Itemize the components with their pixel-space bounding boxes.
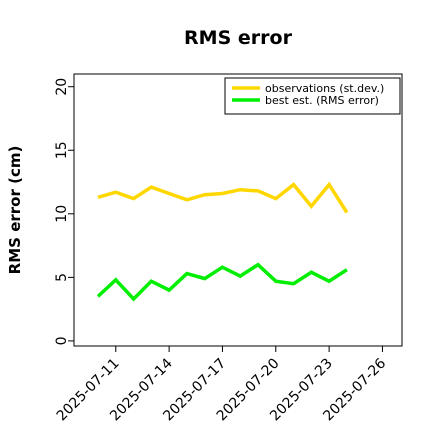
series-line-0 [97, 181, 349, 214]
plot-area [73, 73, 403, 347]
y-tick-label: 15 [54, 141, 70, 159]
y-tick-label: 20 [54, 78, 70, 96]
y-axis-label: RMS error (cm) [6, 146, 24, 275]
y-tick-label: 0 [54, 336, 70, 345]
series-line-1 [96, 262, 348, 302]
legend-label: best est. (RMS error) [265, 94, 379, 107]
y-axis: 0 5 10 15 20 [54, 78, 74, 345]
series-group [96, 181, 349, 302]
x-axis: 2025-07-112025-07-142025-07-172025-07-20… [54, 346, 389, 424]
chart-title: RMS error [184, 27, 293, 49]
legend-box [224, 77, 401, 115]
legend-label: observations (st.dev.) [265, 82, 384, 95]
legend: observations (st.dev.)best est. (RMS err… [224, 77, 401, 115]
y-tick-label: 10 [54, 205, 70, 223]
y-tick-label: 5 [54, 273, 70, 282]
